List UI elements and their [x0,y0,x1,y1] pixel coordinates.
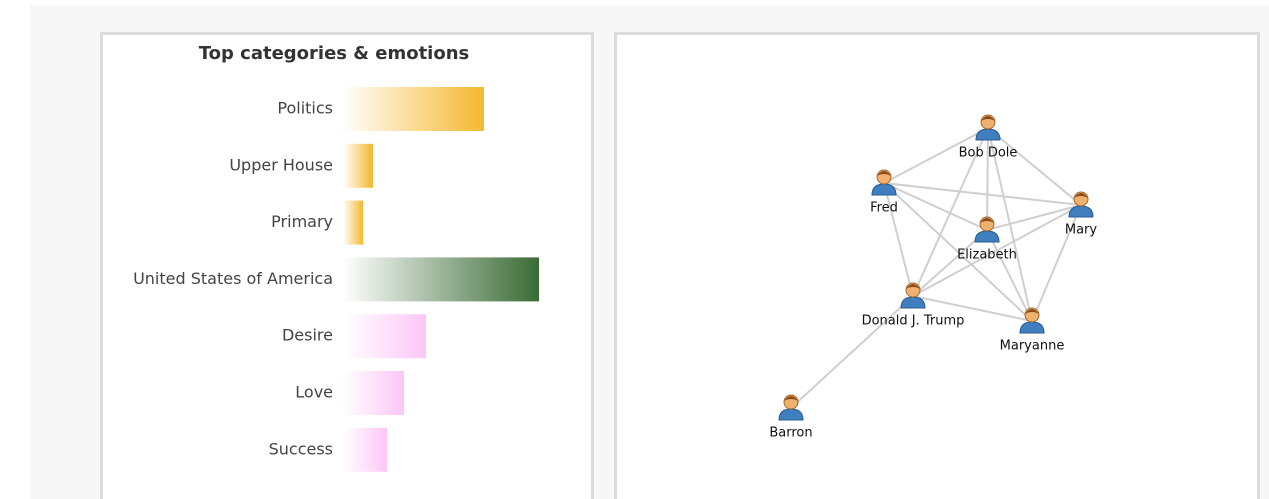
bar [343,371,404,415]
chart-title: Top categories & emotions [199,43,469,64]
bar [343,87,484,131]
bar [343,257,539,302]
bar [343,143,373,188]
edge [790,295,914,409]
node-body [1019,321,1045,334]
edge [912,127,989,297]
node: Elizabeth [957,216,1017,263]
node-hair [1074,193,1088,198]
node: Bob Dole [959,114,1018,161]
bar [343,200,363,245]
node-label: Elizabeth [957,248,1017,263]
node: Maryanne [1000,307,1065,354]
node: Fred [870,169,898,216]
bar [343,427,387,472]
edge [1031,204,1082,322]
node-hair [784,396,798,401]
network-panel [614,32,1260,499]
node-hair [906,284,920,289]
category-label: Love [295,383,333,402]
edge [883,182,1033,322]
edge [883,182,988,231]
edge [912,295,1033,322]
node-label: Bob Dole [959,146,1018,161]
node-label: Mary [1065,223,1098,238]
node-hair [1025,309,1039,314]
node-label: Maryanne [1000,339,1065,354]
category-label: Desire [282,326,333,345]
node-hair [877,171,891,176]
edge [883,127,989,184]
node-hair [981,116,995,121]
category-label: United States of America [133,269,333,288]
category-label: Primary [271,212,333,231]
node-body [975,128,1001,141]
node-label: Barron [769,426,812,441]
edge [987,127,1082,206]
node-body [900,296,926,309]
edge [986,127,989,231]
edge [986,204,1082,231]
node: Donald J. Trump [862,282,965,329]
category-label: Success [269,439,333,458]
node-label: Fred [870,201,898,216]
edge [883,182,1082,206]
category-label: Politics [277,99,333,118]
node-hair [980,218,994,223]
node: Barron [769,394,813,441]
node: Mary [1065,191,1098,238]
bar [343,314,426,359]
node-body [871,183,897,196]
node-body [1068,205,1094,218]
node-body [974,230,1000,243]
edge [883,182,914,297]
edge [986,229,1033,322]
node-body [778,408,804,421]
node-label: Donald J. Trump [862,314,965,329]
category-label: Upper House [229,155,333,174]
